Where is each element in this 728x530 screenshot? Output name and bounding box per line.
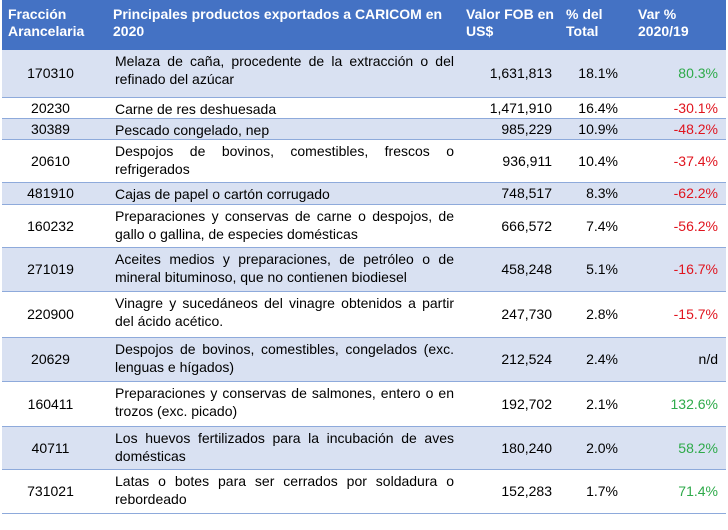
header-change: Var % 2020/19 xyxy=(638,6,689,39)
change-cell: -30.1% xyxy=(632,97,726,119)
table-row: 271019 Aceites medios y preparaciones, de… xyxy=(2,247,726,292)
fob-value-cell: 1,631,813 xyxy=(460,50,560,98)
change-cell: 71.4% xyxy=(632,469,726,514)
fob-value-cell: 666,572 xyxy=(460,204,560,248)
fob-value-cell: 748,517 xyxy=(460,182,560,205)
share-cell: 2.1% xyxy=(560,381,632,427)
share-cell: 10.4% xyxy=(560,139,632,183)
share-cell: 10.9% xyxy=(560,118,632,140)
fob-value-cell: 247,730 xyxy=(460,291,560,338)
fob-value-cell: 936,911 xyxy=(460,139,560,183)
change-cell: -37.4% xyxy=(632,139,726,183)
fob-value-cell: 1,471,910 xyxy=(460,97,560,119)
change-cell: -15.7% xyxy=(632,291,726,338)
header-fob-value: Valor FOB en US$ xyxy=(466,6,554,39)
product-description-cell: Aceites medios y preparaciones, de petró… xyxy=(107,247,460,292)
change-cell: -56.2% xyxy=(632,204,726,248)
table-row: 30389 Pescado congelado, nep 985,229 10.9% -… xyxy=(2,118,726,140)
product-description-cell: Preparaciones y conservas de carne o des… xyxy=(107,204,460,248)
share-cell: 7.4% xyxy=(560,204,632,248)
header-products: Principales productos exportados a CARIC… xyxy=(113,6,443,39)
product-description-cell: Despojos de bovinos, comestibles, fresco… xyxy=(107,139,460,183)
share-cell: 2.4% xyxy=(560,337,632,382)
fob-value-cell: 152,283 xyxy=(460,469,560,514)
product-description-cell: Melaza de caña, procedente de la extracc… xyxy=(107,50,460,98)
tariff-code-cell: 20610 xyxy=(2,139,107,183)
share-cell: 2.8% xyxy=(560,291,632,338)
exports-table: Fracción Arancelaria Principales product… xyxy=(2,0,726,514)
product-description-cell: Pescado congelado, nep xyxy=(107,118,460,140)
change-cell: 80.3% xyxy=(632,50,726,98)
change-cell: 132.6% xyxy=(632,381,726,427)
fob-value-cell: 180,240 xyxy=(460,426,560,470)
table-row: 170310 Melaza de caña, procedente de la e… xyxy=(2,50,726,98)
product-description-cell: Preparaciones y conservas de salmones, e… xyxy=(107,381,460,427)
product-description-cell: Latas o botes para ser cerrados por sold… xyxy=(107,469,460,514)
share-cell: 1.7% xyxy=(560,469,632,514)
share-cell: 5.1% xyxy=(560,247,632,292)
fob-value-cell: 212,524 xyxy=(460,337,560,382)
product-description-cell: Cajas de papel o cartón corrugado xyxy=(107,182,460,205)
tariff-code-cell: 731021 xyxy=(2,469,107,514)
tariff-code-cell: 160232 xyxy=(2,204,107,248)
table-row: 160232 Preparaciones y conservas de carne… xyxy=(2,204,726,248)
share-cell: 8.3% xyxy=(560,182,632,205)
table-row: 220900 Vinagre y sucedáneos del vinagre o… xyxy=(2,291,726,338)
change-cell: n/d xyxy=(632,337,726,382)
tariff-code-cell: 20629 xyxy=(2,337,107,382)
fob-value-cell: 458,248 xyxy=(460,247,560,292)
tariff-code-cell: 271019 xyxy=(2,247,107,292)
tariff-code-cell: 20230 xyxy=(2,97,107,119)
fob-value-cell: 985,229 xyxy=(460,118,560,140)
change-cell: -48.2% xyxy=(632,118,726,140)
product-description-cell: Los huevos fertilizados para la incubaci… xyxy=(107,426,460,470)
tariff-code-cell: 170310 xyxy=(2,50,107,98)
tariff-code-cell: 30389 xyxy=(2,118,107,140)
table-row: 40711 Los huevos fertilizados para la inc… xyxy=(2,426,726,470)
table-header-row: Fracción Arancelaria Principales product… xyxy=(2,0,726,50)
fob-value-cell: 192,702 xyxy=(460,381,560,427)
product-description-cell: Vinagre y sucedáneos del vinagre obtenid… xyxy=(107,291,460,338)
tariff-code-cell: 220900 xyxy=(2,291,107,338)
change-cell: -62.2% xyxy=(632,182,726,205)
share-cell: 2.0% xyxy=(560,426,632,470)
table-row: 731021 Latas o botes para ser cerrados po… xyxy=(2,469,726,514)
table-row: 160411 Preparaciones y conservas de salmo… xyxy=(2,381,726,427)
product-description-cell: Despojos de bovinos, comestibles, congel… xyxy=(107,337,460,382)
share-cell: 18.1% xyxy=(560,50,632,98)
change-cell: -16.7% xyxy=(632,247,726,292)
tariff-code-cell: 40711 xyxy=(2,426,107,470)
product-description-cell: Carne de res deshuesada xyxy=(107,97,460,119)
tariff-code-cell: 160411 xyxy=(2,381,107,427)
header-tariff-code: Fracción Arancelaria xyxy=(8,6,85,39)
tariff-code-cell: 481910 xyxy=(2,182,107,205)
table-row: 20610 Despojos de bovinos, comestibles, f… xyxy=(2,139,726,183)
share-cell: 16.4% xyxy=(560,97,632,119)
header-share: % del Total xyxy=(566,6,603,39)
table-row: 481910 Cajas de papel o cartón corrugado 7… xyxy=(2,182,726,205)
change-cell: 58.2% xyxy=(632,426,726,470)
table-row: 20230 Carne de res deshuesada 1,471,910 16.… xyxy=(2,97,726,119)
table-row: 20629 Despojos de bovinos, comestibles, c… xyxy=(2,337,726,382)
